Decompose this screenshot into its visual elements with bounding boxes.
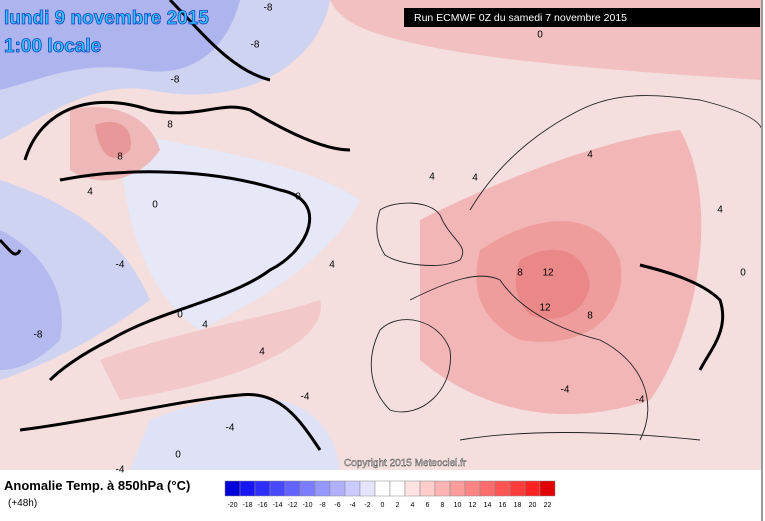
run-info: Run ECMWF 0Z du samedi 7 novembre 2015 xyxy=(414,12,627,24)
colorbar-swatch xyxy=(434,480,451,497)
colorbar-swatch xyxy=(374,480,391,497)
map-date: lundi 9 novembre 2015 xyxy=(4,8,209,29)
colorbar-swatch xyxy=(224,480,241,497)
colorbar-swatch xyxy=(329,480,346,497)
contour-label: -8 xyxy=(34,330,43,341)
colorbar-label: -4 xyxy=(349,502,355,509)
colorbar-label: -20 xyxy=(227,502,237,509)
colorbar-label: 0 xyxy=(381,502,385,509)
contour-label: 4 xyxy=(472,173,478,184)
contour-label: -8 xyxy=(264,3,273,14)
colorbar-swatch xyxy=(254,480,271,497)
colorbar-label: 14 xyxy=(484,502,492,509)
colorbar-label: 8 xyxy=(441,502,445,509)
contour-label: 4 xyxy=(587,150,593,161)
colorbar-label: -8 xyxy=(319,502,325,509)
colorbar-swatch xyxy=(479,480,496,497)
colorbar-swatch xyxy=(494,480,511,497)
colorbar-swatch xyxy=(299,480,316,497)
colorbar-label: 6 xyxy=(426,502,430,509)
contour-label: 0 xyxy=(740,268,746,279)
contour-label: -4 xyxy=(116,260,125,271)
contour-label: 0 xyxy=(175,450,181,461)
colorbar-swatch xyxy=(404,480,421,497)
colorbar-swatch xyxy=(509,480,526,497)
contour-label: -4 xyxy=(301,392,310,403)
contour-label: -4 xyxy=(116,465,125,476)
colorbar-label: -2 xyxy=(364,502,370,509)
contour-label: 0 xyxy=(177,310,183,321)
colorbar-label: 16 xyxy=(499,502,507,509)
zero-contours xyxy=(0,0,725,451)
contour-label: 12 xyxy=(542,268,554,279)
colorbar-label: -16 xyxy=(257,502,267,509)
contour-label: 0 xyxy=(537,30,543,41)
contour-label: -4 xyxy=(636,395,645,406)
colorbar-label: 10 xyxy=(454,502,462,509)
contour-label: 8 xyxy=(587,311,593,322)
contour-label: 4 xyxy=(259,347,265,358)
contour-label: 4 xyxy=(429,172,435,183)
colorbar-label: -12 xyxy=(287,502,297,509)
contour-label: 4 xyxy=(202,320,208,331)
colorbar-label: 2 xyxy=(396,502,400,509)
colorbar-label: -18 xyxy=(242,502,252,509)
colorbar-swatch xyxy=(524,480,541,497)
colorbar-label: 20 xyxy=(529,502,537,509)
contour-label: -4 xyxy=(561,385,570,396)
contour-label: 4 xyxy=(87,187,93,198)
contour-label: 4 xyxy=(329,260,335,271)
contour-label: 8 xyxy=(117,152,123,163)
map-field xyxy=(0,0,762,470)
contour-label: 8 xyxy=(517,268,523,279)
contour-label: -4 xyxy=(226,423,235,434)
contour-label: -8 xyxy=(251,40,260,51)
colorbar-label: -6 xyxy=(334,502,340,509)
copyright: Copyright 2015 Meteociel.fr xyxy=(344,458,467,469)
colorbar-label: 4 xyxy=(411,502,415,509)
legend-lead: (+48h) xyxy=(8,498,37,509)
legend-title: Anomalie Temp. à 850hPa (°C) xyxy=(4,478,190,493)
colorbar-swatch xyxy=(284,480,301,497)
colorbar-swatch xyxy=(449,480,466,497)
contour-label: 4 xyxy=(717,205,723,216)
colorbar-swatch xyxy=(419,480,436,497)
colorbar-label: -14 xyxy=(272,502,282,509)
coastlines xyxy=(370,95,763,441)
colorbar-label: 22 xyxy=(544,502,552,509)
colorbar-label: 18 xyxy=(514,502,522,509)
colorbar-swatch xyxy=(239,480,256,497)
colorbar-label: -10 xyxy=(302,502,312,509)
colorbar-label: 12 xyxy=(469,502,477,509)
colorbar-swatch xyxy=(359,480,376,497)
run-box xyxy=(404,8,760,27)
colorbar-swatch xyxy=(389,480,406,497)
colorbar-swatch xyxy=(314,480,331,497)
colorbar-swatch xyxy=(539,480,556,497)
map-time: 1:00 locale xyxy=(4,36,101,57)
colorbar-swatch xyxy=(344,480,361,497)
colorbar-swatch xyxy=(464,480,481,497)
contour-label: 8 xyxy=(167,120,173,131)
colorbar-swatch xyxy=(269,480,286,497)
contour-label: 0 xyxy=(295,192,301,203)
contour-label: 12 xyxy=(539,303,551,314)
contour-label: 0 xyxy=(152,200,158,211)
contour-label: -8 xyxy=(171,75,180,86)
